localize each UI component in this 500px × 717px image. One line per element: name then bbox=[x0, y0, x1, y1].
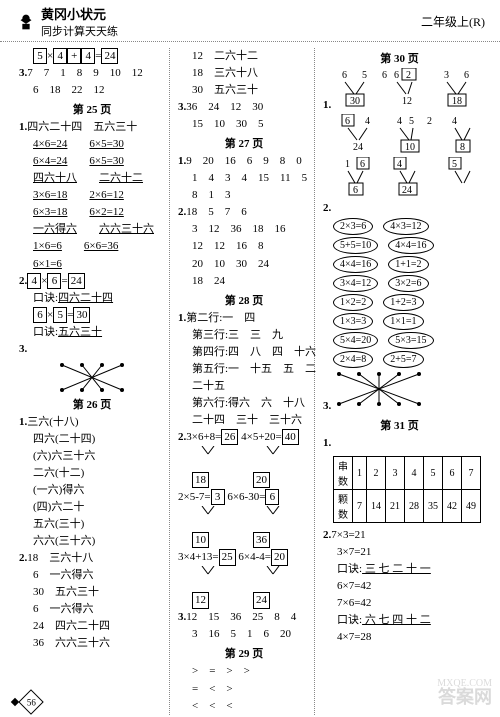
logo-icon bbox=[15, 11, 37, 33]
page-footer: 56 bbox=[10, 693, 40, 711]
column-2: 12 二六十二18 三六十八30 五六三十 3.36 24 12 30 15 1… bbox=[170, 48, 315, 715]
svg-text:6: 6 bbox=[342, 70, 347, 81]
svg-text:3: 3 bbox=[444, 70, 449, 81]
sec-1: 1.四六二十四 五六三十 bbox=[19, 119, 165, 136]
svg-text:4: 4 bbox=[397, 159, 402, 170]
brand: 黄冈小状元 bbox=[41, 4, 118, 23]
svg-text:6: 6 bbox=[394, 70, 399, 81]
svg-text:6: 6 bbox=[345, 116, 350, 127]
svg-text:1: 1 bbox=[345, 159, 350, 170]
svg-text:4: 4 bbox=[365, 116, 370, 127]
svg-text:6: 6 bbox=[464, 70, 469, 81]
svg-text:5: 5 bbox=[409, 116, 414, 127]
page-30: 第 30 页 bbox=[323, 50, 476, 66]
subtitle: 同步计算天天练 bbox=[41, 23, 118, 39]
page-27: 第 27 页 bbox=[178, 135, 310, 151]
watermark: 答案网 bbox=[438, 683, 492, 709]
page-28: 第 28 页 bbox=[178, 292, 310, 308]
seq-3: 3.7 7 1 8 9 10 12 bbox=[19, 65, 165, 82]
seq-3b: 6 18 22 12 bbox=[19, 82, 165, 99]
svg-text:6: 6 bbox=[382, 70, 387, 81]
svg-text:18: 18 bbox=[452, 96, 462, 107]
svg-text:8: 8 bbox=[460, 142, 465, 153]
svg-text:10: 10 bbox=[405, 142, 415, 153]
svg-text:6: 6 bbox=[360, 159, 365, 170]
svg-text:24: 24 bbox=[402, 185, 412, 196]
equation-boxes: 5×4+4=24 bbox=[19, 48, 165, 65]
sec-3: 3. bbox=[19, 341, 165, 394]
page-29: 第 29 页 bbox=[178, 645, 310, 661]
svg-text:4: 4 bbox=[452, 116, 457, 127]
svg-text:5: 5 bbox=[362, 70, 367, 81]
column-3: 第 30 页 1. 65630 2612 3618 6424 45210 48 … bbox=[315, 48, 480, 715]
page-26: 第 26 页 bbox=[19, 396, 165, 412]
svg-text:2: 2 bbox=[427, 116, 432, 127]
svg-text:24: 24 bbox=[353, 142, 363, 153]
frequency-table: 串数1234567颗数7142128354249 bbox=[333, 456, 481, 523]
grade: 二年级上(R) bbox=[421, 13, 485, 30]
svg-text:2: 2 bbox=[406, 70, 411, 81]
cross-diagram-3 bbox=[334, 369, 424, 409]
page-31: 第 31 页 bbox=[323, 417, 476, 433]
svg-text:4: 4 bbox=[397, 116, 402, 127]
svg-text:30: 30 bbox=[350, 96, 360, 107]
tree-row-1: 65630 2612 3618 bbox=[334, 68, 484, 108]
svg-text:5: 5 bbox=[452, 159, 457, 170]
sec-2: 2.4×6=24 bbox=[19, 273, 165, 290]
column-1: 5×4+4=24 3.7 7 1 8 9 10 12 6 18 22 12 第 … bbox=[15, 48, 170, 715]
cross-diagram-1 bbox=[57, 360, 127, 394]
svg-text:6: 6 bbox=[353, 185, 358, 196]
page-25: 第 25 页 bbox=[19, 101, 165, 117]
tree-row-2: 6424 45210 48 bbox=[337, 114, 487, 154]
svg-text:12: 12 bbox=[402, 96, 412, 107]
tree-row-3: 166 424 5 bbox=[337, 157, 487, 197]
